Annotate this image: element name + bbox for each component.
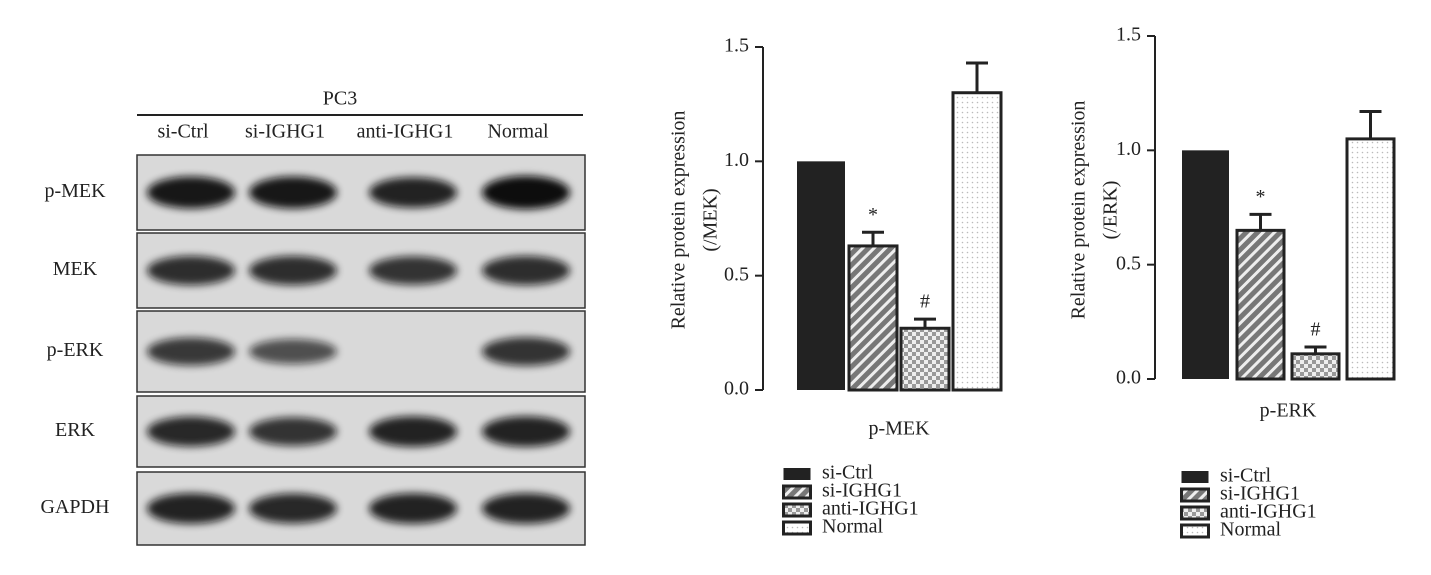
band xyxy=(147,255,235,286)
band xyxy=(482,493,570,524)
row-label: ERK xyxy=(55,419,96,441)
band xyxy=(482,337,570,366)
y-tick-label: 1.0 xyxy=(724,149,749,171)
legend-swatch xyxy=(1180,487,1210,503)
row-label: MEK xyxy=(53,258,98,280)
row-label: p-MEK xyxy=(44,180,106,202)
bar xyxy=(847,244,899,392)
y-tick-label: 0.5 xyxy=(1116,252,1141,274)
band xyxy=(482,175,570,210)
lane-label: Normal xyxy=(487,121,549,143)
error-bar xyxy=(1304,345,1327,354)
legend-label: anti-IGHG1 xyxy=(1220,501,1317,523)
bar xyxy=(951,91,1003,392)
legend-swatch xyxy=(782,520,812,536)
bar xyxy=(1290,352,1341,381)
legend-swatch xyxy=(782,484,812,500)
lane-label: si-IGHG1 xyxy=(245,121,325,143)
y-tick-label: 0.0 xyxy=(1116,367,1141,389)
legend-swatch xyxy=(783,468,811,480)
y-tick-label: 1.5 xyxy=(724,35,749,57)
bar xyxy=(1345,137,1396,381)
band xyxy=(482,255,570,286)
legend-swatch xyxy=(782,502,812,518)
band xyxy=(369,416,457,447)
band xyxy=(147,416,235,447)
legend-swatch xyxy=(1180,505,1210,521)
band xyxy=(369,256,457,285)
band xyxy=(249,417,337,446)
western-blot: PC3 si-Ctrl si-IGHG1 anti-IGHG1 Normal p-MEK… xyxy=(41,88,586,546)
cell-line: PC3 xyxy=(323,88,357,110)
error-bar xyxy=(1249,212,1272,231)
bar xyxy=(1235,228,1286,381)
band xyxy=(147,176,235,209)
band xyxy=(249,339,337,364)
bar xyxy=(797,161,845,390)
x-tick-label: p-MEK xyxy=(868,418,930,440)
legend-swatch xyxy=(1180,523,1210,539)
bar xyxy=(1182,150,1229,379)
lane-label: anti-IGHG1 xyxy=(357,121,454,143)
band xyxy=(147,337,235,366)
significance-mark: # xyxy=(1311,319,1321,341)
band xyxy=(147,493,235,524)
significance-mark: # xyxy=(920,291,930,313)
band xyxy=(249,255,337,286)
legend-label: anti-IGHG1 xyxy=(822,498,919,520)
legend-label: si-Ctrl xyxy=(1220,465,1272,487)
significance-mark: * xyxy=(1256,186,1266,208)
y-axis-label: (/ERK) xyxy=(1100,181,1122,240)
legend-label: Normal xyxy=(1220,519,1282,541)
y-tick-label: 1.5 xyxy=(1116,24,1141,46)
lane-label: si-Ctrl xyxy=(157,121,209,143)
band xyxy=(369,177,457,208)
error-bar xyxy=(914,317,936,329)
band xyxy=(249,176,337,209)
error-bar xyxy=(966,61,988,93)
band xyxy=(249,493,337,524)
error-bar xyxy=(1359,109,1382,139)
legend-swatch xyxy=(1181,471,1209,483)
error-bar xyxy=(862,230,884,246)
legend-label: si-Ctrl xyxy=(822,462,874,484)
y-axis-label: Relative protein expression xyxy=(668,111,690,330)
legend-label: Normal xyxy=(822,516,884,538)
band xyxy=(369,493,457,524)
legend-label: si-IGHG1 xyxy=(1220,483,1300,505)
y-tick-label: 0.5 xyxy=(724,263,749,285)
significance-mark: * xyxy=(868,204,878,226)
row-label: p-ERK xyxy=(47,339,104,361)
y-axis-label: Relative protein expression xyxy=(1068,101,1090,320)
band xyxy=(482,416,570,447)
y-tick-label: 0.0 xyxy=(724,378,749,400)
y-tick-label: 1.0 xyxy=(1116,138,1141,160)
row-label: GAPDH xyxy=(41,496,110,518)
y-axis-label: (/MEK) xyxy=(700,188,722,251)
x-tick-label: p-ERK xyxy=(1260,400,1317,422)
bar xyxy=(899,326,951,392)
legend-label: si-IGHG1 xyxy=(822,480,902,502)
